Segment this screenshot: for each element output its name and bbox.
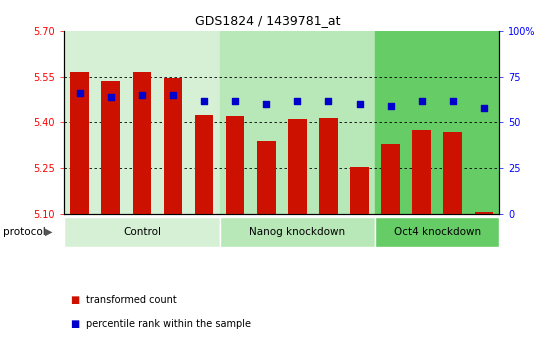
- Bar: [102, 81, 120, 214]
- Bar: [375, 217, 499, 247]
- Point: [230, 98, 239, 103]
- Bar: [133, 72, 151, 214]
- Bar: [220, 217, 375, 247]
- Bar: [350, 167, 369, 214]
- Bar: [257, 141, 276, 214]
- Text: GDS1824 / 1439781_at: GDS1824 / 1439781_at: [195, 14, 340, 27]
- Bar: [195, 115, 213, 214]
- Text: percentile rank within the sample: percentile rank within the sample: [86, 319, 252, 329]
- Bar: [375, 31, 499, 214]
- Text: Oct4 knockdown: Oct4 knockdown: [394, 227, 481, 237]
- Text: transformed count: transformed count: [86, 295, 177, 305]
- Bar: [288, 119, 307, 214]
- Point: [417, 98, 426, 103]
- Text: ■: ■: [70, 295, 79, 305]
- Point: [386, 103, 395, 109]
- Point: [324, 98, 333, 103]
- Point: [75, 90, 84, 96]
- Point: [200, 98, 209, 103]
- Bar: [412, 130, 431, 214]
- Point: [262, 101, 271, 107]
- Bar: [319, 118, 338, 214]
- Point: [137, 92, 146, 98]
- Text: ▶: ▶: [45, 227, 53, 237]
- Point: [479, 105, 488, 111]
- Bar: [64, 31, 220, 214]
- Text: protocol: protocol: [3, 227, 46, 237]
- Bar: [381, 144, 400, 214]
- Bar: [163, 78, 182, 214]
- Point: [355, 101, 364, 107]
- Point: [169, 92, 177, 98]
- Bar: [220, 31, 375, 214]
- Text: Nanog knockdown: Nanog knockdown: [249, 227, 345, 237]
- Point: [107, 94, 116, 100]
- Point: [448, 98, 457, 103]
- Text: ■: ■: [70, 319, 79, 329]
- Bar: [64, 217, 220, 247]
- Bar: [474, 213, 493, 214]
- Bar: [444, 131, 462, 214]
- Bar: [70, 72, 89, 214]
- Point: [293, 98, 302, 103]
- Bar: [226, 116, 244, 214]
- Text: Control: Control: [123, 227, 161, 237]
